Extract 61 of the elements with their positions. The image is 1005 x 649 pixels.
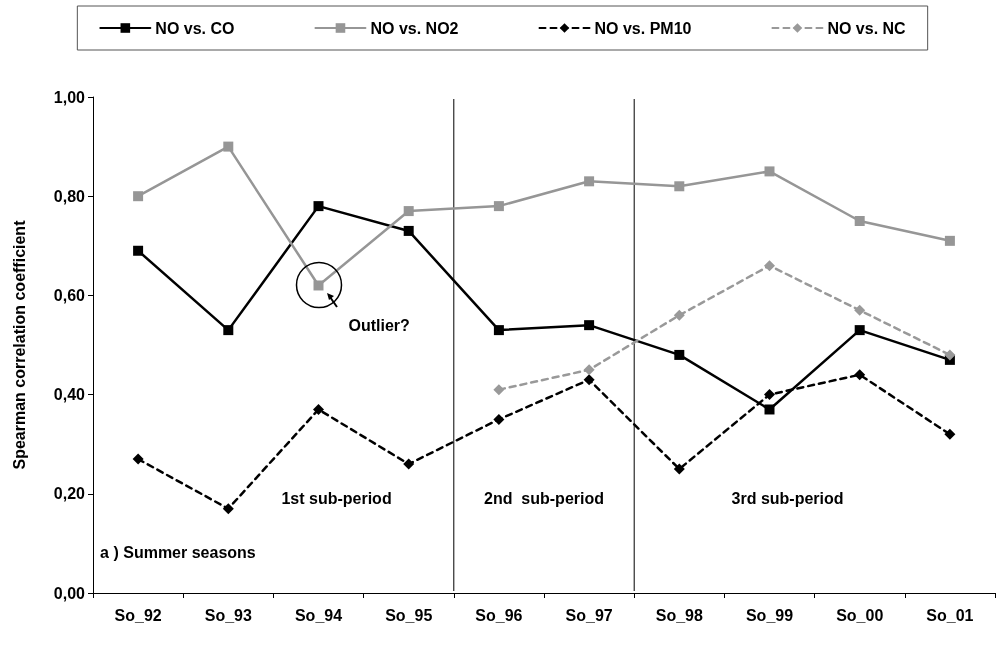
point (132, 453, 144, 465)
y-tick-label: 0,20 (53, 485, 86, 503)
point (313, 201, 324, 212)
legend-label: NO vs. CO (155, 19, 235, 37)
x-tick-label: So_96 (475, 606, 523, 624)
point (764, 404, 775, 415)
annotation: 3rd sub-period (731, 490, 844, 508)
x-tick-label: So_94 (294, 606, 343, 624)
x-tick-label: So_01 (926, 606, 974, 624)
point (403, 225, 414, 236)
point (313, 403, 324, 415)
legend-label: NO vs. PM10 (594, 19, 692, 37)
point (854, 369, 866, 381)
y-tick-label: 0,80 (53, 187, 86, 205)
point (583, 364, 595, 376)
point (854, 304, 866, 316)
point (674, 349, 685, 360)
point (584, 176, 595, 187)
legend-label: NO vs. NC (827, 19, 907, 37)
annotation: 1st sub-period (281, 490, 392, 508)
point (674, 181, 685, 192)
legend-label: NO vs. NO2 (370, 19, 459, 37)
x-tick-label: So_92 (114, 606, 162, 624)
point (854, 325, 865, 336)
y-tick-label: 1,00 (53, 88, 86, 106)
point (493, 413, 505, 425)
y-tick-label: 0,40 (53, 386, 86, 404)
point (583, 374, 595, 386)
point (493, 325, 504, 336)
point (764, 389, 775, 401)
point (944, 235, 955, 246)
point (222, 503, 234, 515)
point (403, 458, 415, 470)
x-tick-label: So_99 (745, 606, 794, 624)
point (944, 349, 956, 361)
point (223, 325, 234, 336)
annotation: 2nd sub-period (484, 490, 604, 508)
point (944, 428, 956, 440)
point (403, 206, 414, 217)
x-tick-label: So_93 (204, 606, 252, 624)
x-tick-label: So_97 (565, 606, 613, 624)
point (673, 309, 685, 321)
point (584, 320, 595, 331)
y-axis-title: Spearman correlation coefficient (10, 219, 28, 470)
point (854, 216, 865, 226)
point (223, 141, 234, 152)
x-tick-label: So_00 (836, 606, 884, 624)
point (673, 463, 685, 475)
x-tick-label: So_98 (655, 606, 703, 624)
annotation: a ) Summer seasons (100, 543, 256, 561)
point (313, 280, 324, 291)
point (133, 191, 144, 202)
point (493, 201, 504, 212)
y-tick-label: 0,60 (53, 286, 86, 304)
x-tick-label: So_95 (385, 606, 433, 624)
y-tick-label: 0,00 (53, 584, 86, 602)
point (764, 260, 775, 272)
annotation: Outlier? (348, 316, 410, 334)
point (493, 384, 505, 396)
point (133, 245, 144, 256)
point (764, 166, 775, 177)
